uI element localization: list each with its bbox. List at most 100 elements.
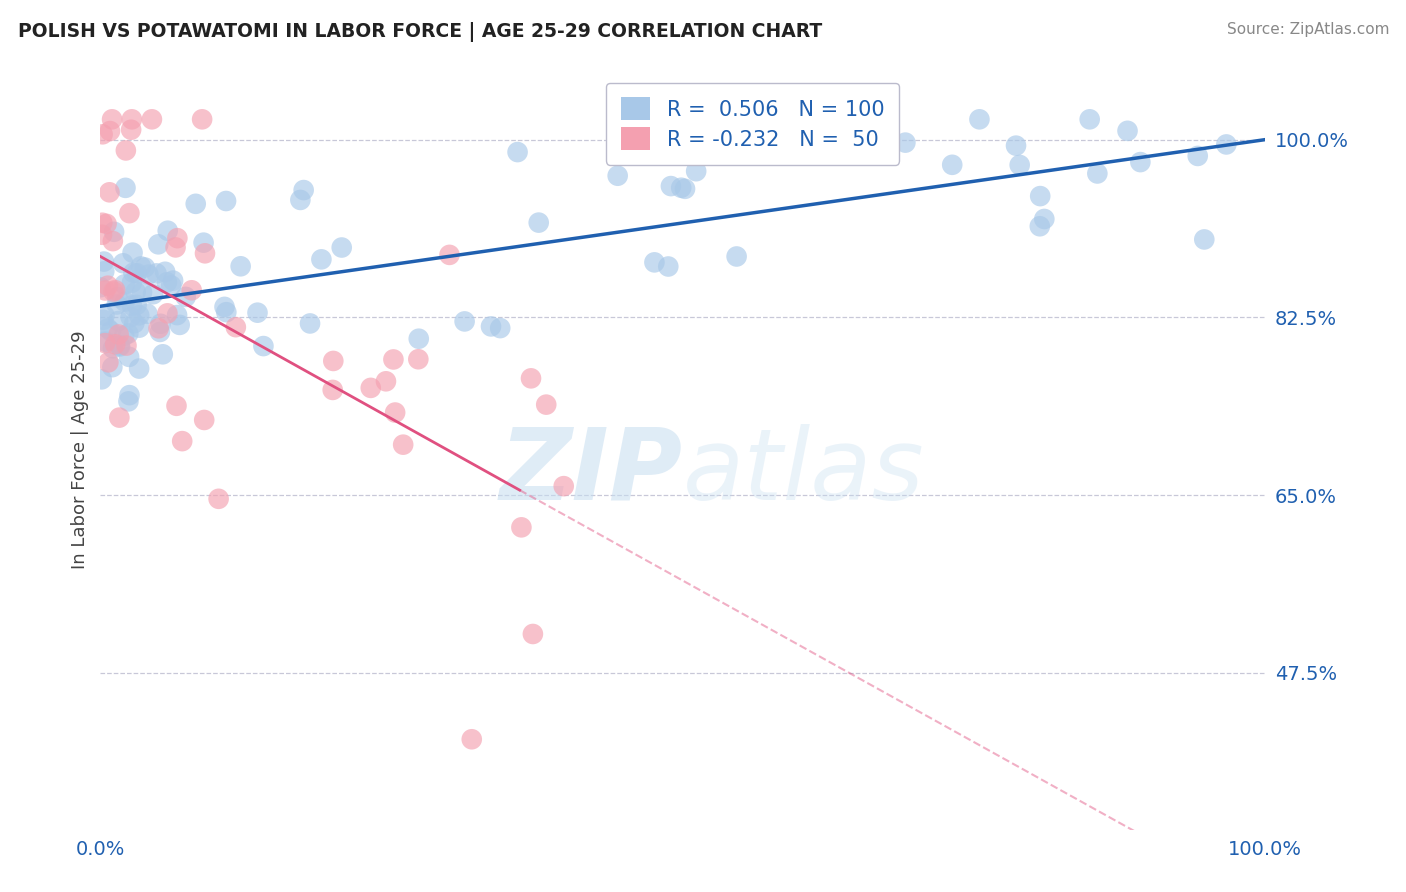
Point [1008,158,1031,172]
Point [136,307,159,321]
Point [162,274,184,288]
Point [125,298,148,312]
Point [322,383,344,397]
Point [461,732,484,747]
Point [101,234,124,248]
Point [522,627,544,641]
Point [408,352,430,367]
Point [89,280,111,294]
Text: atlas: atlas [683,424,924,521]
Point [292,183,315,197]
Point [229,260,252,274]
Point [153,265,176,279]
Point [408,332,430,346]
Point [97,355,120,369]
Point [165,240,187,254]
Point [128,320,150,334]
Point [215,194,238,208]
Point [93,309,115,323]
Point [392,438,415,452]
Point [90,372,112,386]
Point [1085,166,1108,180]
Point [1029,189,1052,203]
Point [510,520,533,534]
Point [112,256,135,270]
Point [453,314,475,328]
Point [97,321,120,335]
Point [129,260,152,274]
Point [311,252,333,267]
Text: Source: ZipAtlas.com: Source: ZipAtlas.com [1226,22,1389,37]
Point [152,347,174,361]
Point [101,112,124,127]
Point [128,361,150,376]
Point [225,320,247,334]
Point [156,275,179,289]
Point [207,491,229,506]
Point [114,181,136,195]
Point [103,285,125,299]
Point [91,227,114,242]
Point [169,318,191,332]
Point [104,337,127,351]
Point [115,144,138,158]
Point [131,285,153,300]
Point [330,240,353,254]
Point [876,125,898,139]
Point [1187,149,1209,163]
Point [117,326,139,341]
Point [103,225,125,239]
Point [193,413,215,427]
Point [643,255,665,269]
Point [685,164,707,178]
Point [671,180,693,194]
Point [115,338,138,352]
Point [156,306,179,320]
Point [553,479,575,493]
Legend: R =  0.506   N = 100, R = -0.232   N =  50: R = 0.506 N = 100, R = -0.232 N = 50 [606,83,898,165]
Point [121,112,143,127]
Point [941,158,963,172]
Point [166,308,188,322]
Point [148,237,170,252]
Point [112,328,135,343]
Point [114,294,136,309]
Point [124,316,146,330]
Point [382,352,405,367]
Point [160,278,183,293]
Point [215,305,238,319]
Point [1078,112,1101,127]
Point [1215,137,1237,152]
Point [125,285,148,299]
Point [104,283,127,297]
Point [118,388,141,402]
Point [673,182,696,196]
Point [94,336,117,351]
Point [120,122,142,136]
Point [149,317,172,331]
Point [1194,232,1216,246]
Y-axis label: In Labor Force | Age 25-29: In Labor Force | Age 25-29 [72,330,89,569]
Point [725,250,748,264]
Point [101,342,124,356]
Point [125,266,148,280]
Point [138,268,160,282]
Point [1116,124,1139,138]
Point [105,290,128,304]
Point [94,284,117,298]
Point [108,339,131,353]
Point [322,354,344,368]
Point [96,217,118,231]
Point [659,179,682,194]
Text: POLISH VS POTAWATOMI IN LABOR FORCE | AGE 25-29 CORRELATION CHART: POLISH VS POTAWATOMI IN LABOR FORCE | AG… [18,22,823,42]
Point [299,317,322,331]
Point [894,136,917,150]
Point [479,319,502,334]
Point [193,235,215,250]
Point [98,124,121,138]
Point [121,245,143,260]
Point [1029,219,1052,234]
Point [107,327,129,342]
Text: ZIP: ZIP [499,424,683,521]
Point [606,169,628,183]
